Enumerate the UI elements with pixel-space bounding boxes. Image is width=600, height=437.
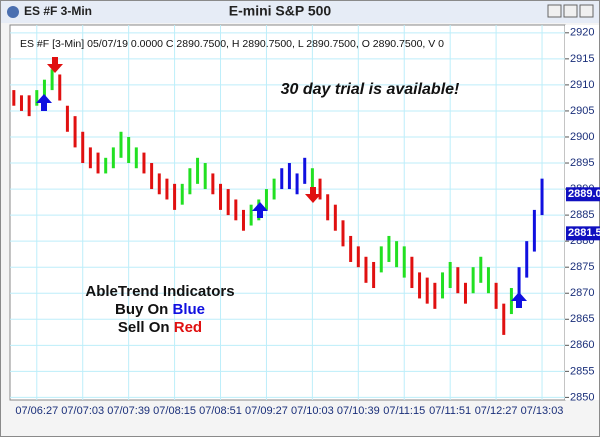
window-title: ES #F 3-Min [24,4,92,18]
promo-line: AbleTrend Indicators [85,283,234,300]
x-tick-label: 07/10:39 [337,405,380,417]
x-tick-label: 07/08:15 [153,405,196,417]
price-marker [566,226,600,241]
app-icon [7,6,19,18]
y-tick-label: 2865 [570,313,594,325]
price-marker-label: 2889.0 [568,188,600,200]
x-tick-label: 07/07:39 [107,405,150,417]
y-tick-label: 2875 [570,261,594,273]
promo-sell: Sell On Red [118,319,202,336]
y-tick-label: 2855 [570,365,594,377]
x-tick-label: 07/06:27 [15,405,58,417]
annotation: 30 day trial is available! [281,81,460,98]
x-tick-label: 07/07:03 [61,405,104,417]
y-tick-label: 2870 [570,287,594,299]
x-tick-label: 07/10:03 [291,405,334,417]
y-tick-label: 2860 [570,339,594,351]
price-marker-label: 2881.5 [568,227,600,239]
y-tick-label: 2915 [570,53,594,65]
sell-arrow [47,57,63,73]
y-tick-label: 2920 [570,27,594,39]
x-tick-label: 07/11:51 [429,405,471,417]
x-tick-label: 07/08:51 [199,405,242,417]
promo-sell-text: Sell On [118,319,170,336]
y-tick-label: 2900 [570,131,594,143]
sell-arrow [305,187,321,203]
plot-area [9,24,566,401]
y-tick-label: 2895 [570,157,594,169]
promo-buy-text: Buy On [115,301,168,318]
title-bar [1,1,599,23]
price-axis [565,25,599,400]
promo-buy: Buy On Blue [115,301,205,318]
buy-arrow [36,94,52,111]
promo-blue: Blue [173,301,206,318]
y-tick-label: 2850 [570,391,594,403]
x-tick-label: 07/12:27 [475,405,518,417]
x-tick-label: 07/11:15 [383,405,425,417]
y-tick-label: 2910 [570,79,594,91]
close-button[interactable] [579,4,594,18]
y-tick-label: 2905 [570,105,594,117]
chart-title: E-mini S&P 500 [229,3,332,19]
promo-red: Red [174,319,202,336]
price-marker [566,187,600,202]
buy-arrow [252,202,268,218]
buy-arrow [511,292,527,308]
minimize-button[interactable] [547,4,562,18]
x-tick-label: 07/13:03 [521,405,564,417]
x-tick-label: 07/09:27 [245,405,288,417]
info-line: ES #F [3-Min] 05/07/19 0.0000 C 2890.750… [20,38,444,50]
maximize-button[interactable] [563,4,578,18]
y-tick-label: 2885 [570,209,594,221]
